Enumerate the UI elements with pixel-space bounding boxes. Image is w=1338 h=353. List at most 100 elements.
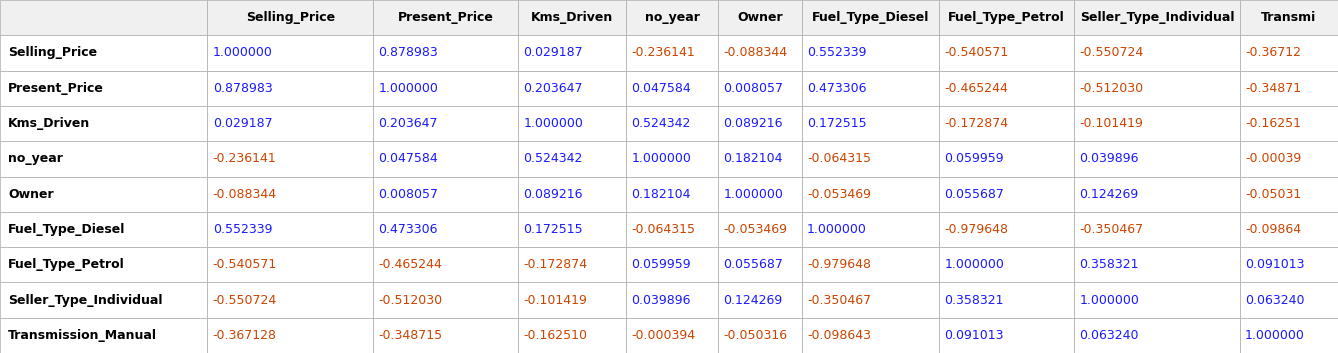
Bar	[518, 176, 626, 212]
Text: -0.053469: -0.053469	[807, 188, 871, 201]
Bar	[939, 0, 1074, 35]
Text: Fuel_Type_Diesel: Fuel_Type_Diesel	[812, 11, 929, 24]
Bar	[626, 141, 719, 176]
Text: 0.059959: 0.059959	[945, 152, 1004, 165]
Text: 0.172515: 0.172515	[807, 117, 867, 130]
Text: -0.000394: -0.000394	[632, 329, 696, 342]
Text: Fuel_Type_Petrol: Fuel_Type_Petrol	[949, 11, 1065, 24]
Text: 0.055687: 0.055687	[945, 188, 1005, 201]
Bar	[801, 35, 939, 71]
Text: no_year: no_year	[8, 152, 63, 165]
Bar	[939, 141, 1074, 176]
Text: 0.473306: 0.473306	[807, 82, 867, 95]
Bar	[626, 247, 719, 282]
Text: 0.124269: 0.124269	[1080, 188, 1139, 201]
Bar	[719, 318, 801, 353]
Text: 1.000000: 1.000000	[632, 152, 692, 165]
Text: -0.09864: -0.09864	[1246, 223, 1302, 236]
Bar	[719, 0, 801, 35]
Text: -0.101419: -0.101419	[523, 294, 587, 306]
Bar	[207, 35, 373, 71]
Text: -0.36712: -0.36712	[1246, 47, 1301, 59]
Text: 1.000000: 1.000000	[1246, 329, 1305, 342]
Text: -0.172874: -0.172874	[945, 117, 1009, 130]
Text: 0.182104: 0.182104	[632, 188, 690, 201]
Text: Seller_Type_Individual: Seller_Type_Individual	[8, 294, 162, 306]
Text: 0.047584: 0.047584	[632, 82, 692, 95]
Bar	[1240, 0, 1338, 35]
Bar	[518, 71, 626, 106]
Bar	[1074, 0, 1240, 35]
Bar	[1240, 106, 1338, 141]
Bar	[207, 141, 373, 176]
Bar	[626, 212, 719, 247]
Bar	[207, 71, 373, 106]
Bar	[801, 0, 939, 35]
Bar	[1240, 247, 1338, 282]
Text: 0.089216: 0.089216	[523, 188, 583, 201]
Text: -0.465244: -0.465244	[379, 258, 443, 271]
Bar	[801, 282, 939, 318]
Bar	[0, 141, 207, 176]
Text: -0.236141: -0.236141	[213, 152, 277, 165]
Text: 0.172515: 0.172515	[523, 223, 583, 236]
Bar	[373, 35, 518, 71]
Text: 0.091013: 0.091013	[1246, 258, 1305, 271]
Bar	[207, 318, 373, 353]
Bar	[0, 71, 207, 106]
Bar	[0, 282, 207, 318]
Bar	[939, 212, 1074, 247]
Text: 0.878983: 0.878983	[213, 82, 273, 95]
Text: 0.203647: 0.203647	[523, 82, 583, 95]
Bar	[1074, 282, 1240, 318]
Bar	[1240, 318, 1338, 353]
Bar	[373, 0, 518, 35]
Bar	[1074, 176, 1240, 212]
Bar	[801, 212, 939, 247]
Text: -0.16251: -0.16251	[1246, 117, 1301, 130]
Text: 0.008057: 0.008057	[724, 82, 784, 95]
Bar	[373, 247, 518, 282]
Bar	[518, 106, 626, 141]
Text: 1.000000: 1.000000	[724, 188, 783, 201]
Bar	[1240, 141, 1338, 176]
Text: -0.098643: -0.098643	[807, 329, 871, 342]
Bar	[0, 212, 207, 247]
Text: 0.182104: 0.182104	[724, 152, 783, 165]
Bar	[1074, 141, 1240, 176]
Text: -0.101419: -0.101419	[1080, 117, 1143, 130]
Bar	[939, 71, 1074, 106]
Bar	[801, 247, 939, 282]
Text: 0.878983: 0.878983	[379, 47, 439, 59]
Text: Kms_Driven: Kms_Driven	[8, 117, 90, 130]
Bar	[801, 318, 939, 353]
Text: 0.089216: 0.089216	[724, 117, 783, 130]
Bar	[373, 141, 518, 176]
Text: -0.162510: -0.162510	[523, 329, 587, 342]
Bar	[939, 106, 1074, 141]
Bar	[373, 212, 518, 247]
Text: 0.524342: 0.524342	[523, 152, 582, 165]
Text: 1.000000: 1.000000	[807, 223, 867, 236]
Bar	[801, 71, 939, 106]
Bar	[1074, 247, 1240, 282]
Text: -0.348715: -0.348715	[379, 329, 443, 342]
Text: -0.350467: -0.350467	[1080, 223, 1144, 236]
Bar	[939, 176, 1074, 212]
Bar	[0, 247, 207, 282]
Text: -0.512030: -0.512030	[1080, 82, 1144, 95]
Text: 1.000000: 1.000000	[379, 82, 439, 95]
Text: 0.029187: 0.029187	[213, 117, 273, 130]
Bar	[0, 106, 207, 141]
Text: Seller_Type_Individual: Seller_Type_Individual	[1080, 11, 1234, 24]
Text: Selling_Price: Selling_Price	[246, 11, 334, 24]
Text: -0.050316: -0.050316	[724, 329, 788, 342]
Text: 0.039896: 0.039896	[1080, 152, 1139, 165]
Bar	[939, 35, 1074, 71]
Text: Present_Price: Present_Price	[8, 82, 104, 95]
Bar	[518, 141, 626, 176]
Bar	[207, 0, 373, 35]
Bar	[518, 0, 626, 35]
Bar	[207, 282, 373, 318]
Bar	[373, 318, 518, 353]
